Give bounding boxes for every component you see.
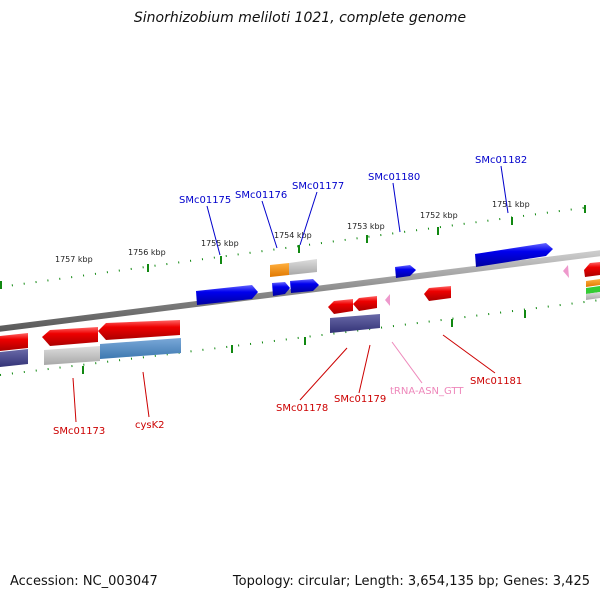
gene-reverse[interactable] — [584, 262, 600, 277]
gene-label-smc01175[interactable]: SMc01175 — [179, 195, 231, 206]
scale-tick-label: 1755 kbp — [201, 239, 239, 248]
gene-block-orange[interactable] — [270, 263, 289, 277]
gene-forward[interactable] — [272, 282, 290, 296]
gene-forward[interactable] — [475, 243, 553, 267]
forward-leader-lines — [206, 165, 509, 256]
gene-block-steel[interactable] — [100, 338, 181, 359]
gene-reverse[interactable] — [353, 296, 377, 311]
scale-tick-label: 1757 kbp — [55, 255, 93, 264]
reverse-leader-lines — [72, 334, 496, 423]
gene-forward[interactable] — [290, 279, 319, 293]
gene-label-smc01180[interactable]: SMc01180 — [368, 172, 420, 183]
gene-label-smc01178[interactable]: SMc01178 — [276, 403, 328, 414]
gene-block-gray[interactable] — [44, 346, 100, 365]
genome-stats-text: Topology: circular; Length: 3,654,135 bp… — [232, 574, 590, 589]
gene-block-gray[interactable] — [586, 292, 600, 300]
scale-tick-label: 1754 kbp — [274, 231, 312, 240]
scale-tick-label: 1752 kbp — [420, 211, 458, 220]
inner-tick-ruler — [0, 299, 600, 376]
gene-label-trna-asn-gtt[interactable]: tRNA-ASN_GTT — [390, 386, 464, 397]
accession-text: Accession: NC_003047 — [10, 574, 158, 589]
gene-reverse[interactable] — [98, 320, 180, 340]
gene-label-cysk2[interactable]: cysK2 — [135, 420, 165, 431]
trna-leader-line — [391, 341, 423, 384]
scale-tick-label: 1756 kbp — [128, 248, 166, 257]
gene-reverse[interactable] — [328, 299, 353, 314]
gene-block-navy[interactable] — [0, 349, 28, 367]
gene-forward[interactable] — [196, 285, 258, 305]
gene-reverse[interactable] — [42, 327, 98, 346]
gene-block-green[interactable] — [586, 286, 600, 294]
gene-label-smc01177[interactable]: SMc01177 — [292, 181, 344, 192]
outer-major-ticks — [0, 205, 586, 289]
gene-label-smc01176[interactable]: SMc01176 — [235, 190, 287, 201]
outer-tick-ruler — [0, 206, 591, 288]
trna-marker[interactable] — [563, 265, 569, 278]
gene-label-smc01173[interactable]: SMc01173 — [53, 426, 105, 437]
map-title: Sinorhizobium meliloti 1021, complete ge… — [133, 10, 467, 26]
gene-forward[interactable] — [395, 265, 416, 278]
gene-label-smc01182[interactable]: SMc01182 — [475, 155, 527, 166]
gene-label-smc01179[interactable]: SMc01179 — [334, 394, 386, 405]
scale-tick-label: 1753 kbp — [347, 222, 385, 231]
gene-block-navy[interactable] — [330, 314, 380, 333]
gene-reverse[interactable] — [0, 333, 28, 351]
gene-block-orange[interactable] — [586, 279, 600, 287]
trna-marker[interactable] — [385, 294, 390, 306]
gene-block-gray[interactable] — [289, 259, 317, 275]
gene-label-smc01181[interactable]: SMc01181 — [470, 376, 522, 387]
scale-tick-label: 1751 kbp — [492, 200, 530, 209]
gene-reverse[interactable] — [424, 286, 451, 301]
